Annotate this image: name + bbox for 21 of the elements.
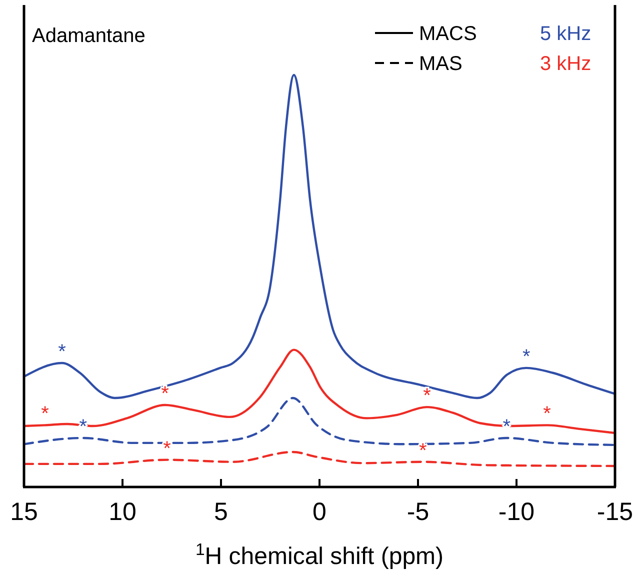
x-tick-label: -15 [596,498,634,526]
annotation: * [58,340,66,363]
annotation: * [543,403,552,426]
x-tick-label: -5 [406,498,430,526]
x-tick-label: 5 [214,498,228,526]
text: MACS [419,23,477,45]
annotation: 3 kHz [540,53,592,75]
annotation: MAS [419,53,462,75]
annotation: * [41,403,50,426]
x-tick-label: -10 [498,498,535,526]
x-tick-label: 10 [108,498,136,526]
annotation: * [163,438,172,460]
annotation: * [522,346,530,368]
x-tick-label: 0 [312,498,326,526]
annotation: * [423,385,432,408]
chart-title: Adamantane [32,25,146,47]
text: 5 kHz [540,23,592,45]
annotation: * [419,440,428,462]
x-tick-label: 15 [10,498,38,526]
annotation: * [161,383,170,406]
x-axis-title: $^{1}$H chemical shift (ppm) [195,540,444,570]
